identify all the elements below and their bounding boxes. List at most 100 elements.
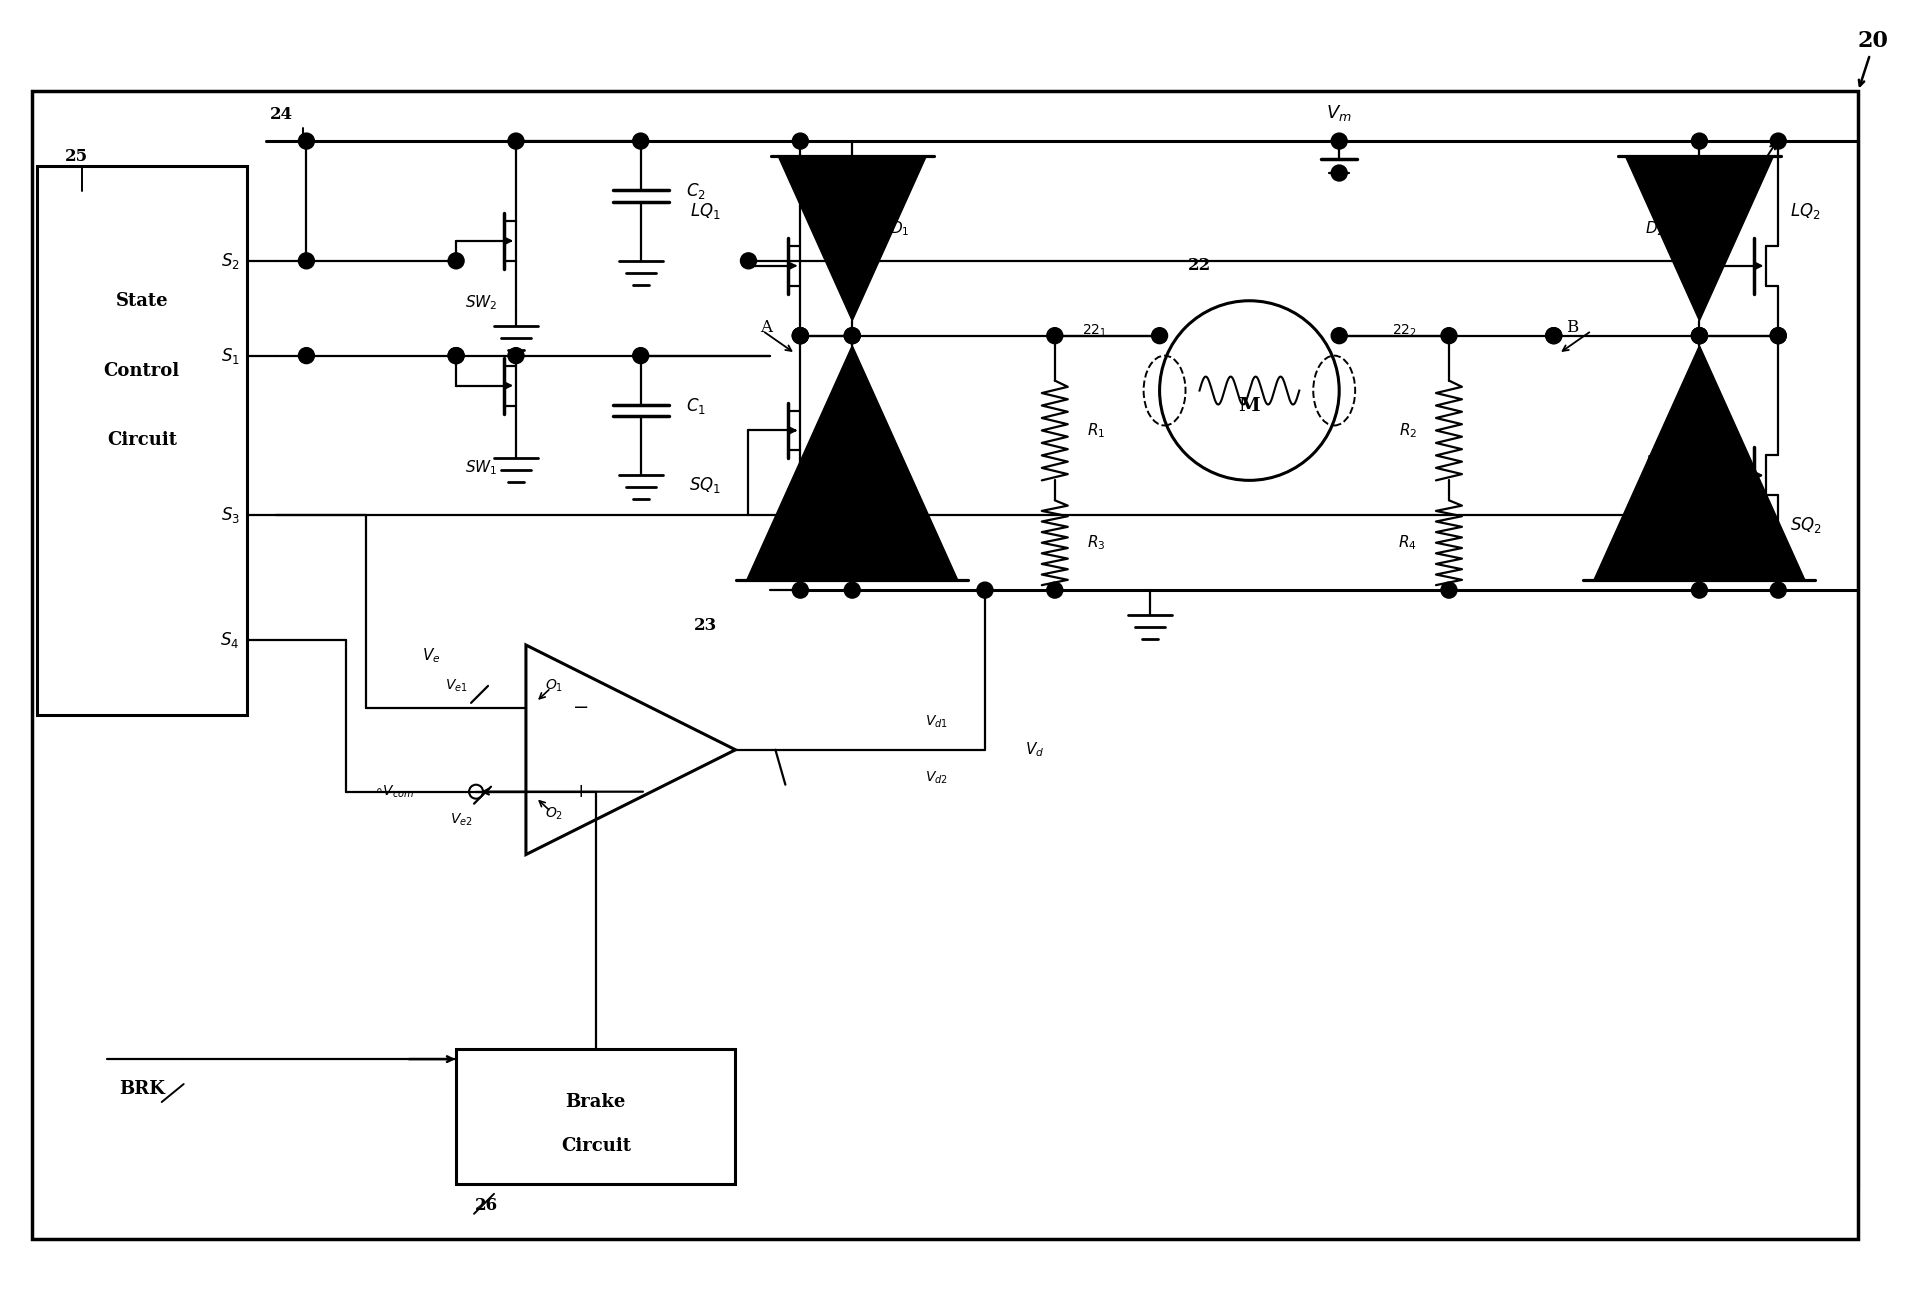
Circle shape [1047,583,1062,598]
Circle shape [447,347,465,364]
Text: +: + [573,782,590,800]
Text: $D_2$: $D_2$ [1645,219,1664,238]
Text: Circuit: Circuit [561,1137,630,1155]
Bar [457,1049,735,1184]
Circle shape [507,347,524,364]
FancyBboxPatch shape [1026,321,1111,600]
Text: $\circ V_{com}$: $\circ V_{com}$ [374,783,415,800]
Text: Circuit: Circuit [106,431,177,449]
Text: −: − [573,699,590,717]
Circle shape [1546,328,1562,343]
Text: $D_3$: $D_3$ [887,453,906,473]
Text: $V_m$: $V_m$ [1326,104,1352,123]
Circle shape [844,328,860,343]
Text: $LQ_2$: $LQ_2$ [1791,201,1820,221]
Circle shape [844,583,860,598]
Circle shape [1047,328,1062,343]
Circle shape [792,328,808,343]
Circle shape [792,328,808,343]
Circle shape [740,253,756,269]
Circle shape [1691,328,1708,343]
Circle shape [1691,328,1708,343]
Text: $V_{e2}$: $V_{e2}$ [449,812,472,828]
Text: 24: 24 [270,106,293,123]
Text: $C_1$: $C_1$ [686,395,706,416]
Circle shape [299,347,314,364]
Text: $S_1$: $S_1$ [220,346,239,365]
Circle shape [1330,133,1348,149]
Text: $SW_2$: $SW_2$ [465,294,497,312]
Text: $SW_1$: $SW_1$ [465,458,497,477]
Text: $V_{e1}$: $V_{e1}$ [445,677,467,694]
FancyBboxPatch shape [303,104,783,578]
Circle shape [1770,328,1785,343]
Circle shape [1546,328,1562,343]
Circle shape [792,583,808,598]
Text: $22_1$: $22_1$ [1082,322,1107,339]
Circle shape [1770,133,1785,149]
Text: M: M [1238,396,1261,414]
Circle shape [792,133,808,149]
Text: A: A [760,319,773,337]
Circle shape [507,133,524,149]
Circle shape [1691,328,1708,343]
Text: BRK: BRK [120,1080,164,1098]
Circle shape [1691,133,1708,149]
Circle shape [1770,328,1785,343]
Polygon shape [1625,157,1774,321]
Text: $D_1$: $D_1$ [891,219,910,238]
Bar [37,166,247,715]
Bar [33,91,1859,1239]
Text: 22: 22 [1188,258,1211,275]
Text: $S_2$: $S_2$ [220,251,239,271]
Text: Control: Control [104,361,179,379]
Circle shape [1440,328,1458,343]
Circle shape [792,328,808,343]
Text: $LQ_1$: $LQ_1$ [690,201,721,221]
Circle shape [844,328,860,343]
Text: $SQ_2$: $SQ_2$ [1791,515,1822,535]
Circle shape [977,583,993,598]
Circle shape [632,347,648,364]
Text: Brake: Brake [565,1093,627,1111]
Text: $R_1$: $R_1$ [1087,421,1105,440]
Text: 21: 21 [1727,158,1751,175]
Circle shape [1699,253,1714,269]
Text: $V_d$: $V_d$ [1026,741,1045,759]
Text: $SQ_1$: $SQ_1$ [688,475,721,496]
Text: 20: 20 [1857,30,1889,52]
Text: State: State [116,291,168,310]
Text: 23: 23 [694,616,717,633]
Circle shape [1770,583,1785,598]
Circle shape [299,253,314,269]
Polygon shape [746,346,958,580]
Circle shape [1699,508,1714,523]
Text: $22_2$: $22_2$ [1392,322,1417,339]
Text: $R_4$: $R_4$ [1398,534,1417,552]
Circle shape [1440,583,1458,598]
Text: $D_4$: $D_4$ [1645,453,1664,473]
Text: $O_1$: $O_1$ [546,677,563,694]
FancyBboxPatch shape [1419,321,1506,600]
Text: $S_3$: $S_3$ [220,505,239,526]
Circle shape [447,347,465,364]
Circle shape [1330,164,1348,181]
Text: $R_3$: $R_3$ [1087,534,1105,552]
Text: 25: 25 [66,148,89,164]
Text: B: B [1566,319,1577,337]
Polygon shape [779,157,925,321]
Text: $S_4$: $S_4$ [220,629,239,650]
Circle shape [1330,328,1348,343]
Text: $C_2$: $C_2$ [686,181,706,201]
Text: $R_2$: $R_2$ [1398,421,1417,440]
Text: $V_{d1}$: $V_{d1}$ [925,714,949,730]
Circle shape [447,253,465,269]
Polygon shape [1594,346,1805,580]
Circle shape [1151,328,1168,343]
Circle shape [299,133,314,149]
Text: $O_2$: $O_2$ [546,805,563,822]
Circle shape [632,133,648,149]
Text: $V_e$: $V_e$ [422,646,440,666]
Text: 26: 26 [474,1198,497,1215]
Circle shape [1691,583,1708,598]
